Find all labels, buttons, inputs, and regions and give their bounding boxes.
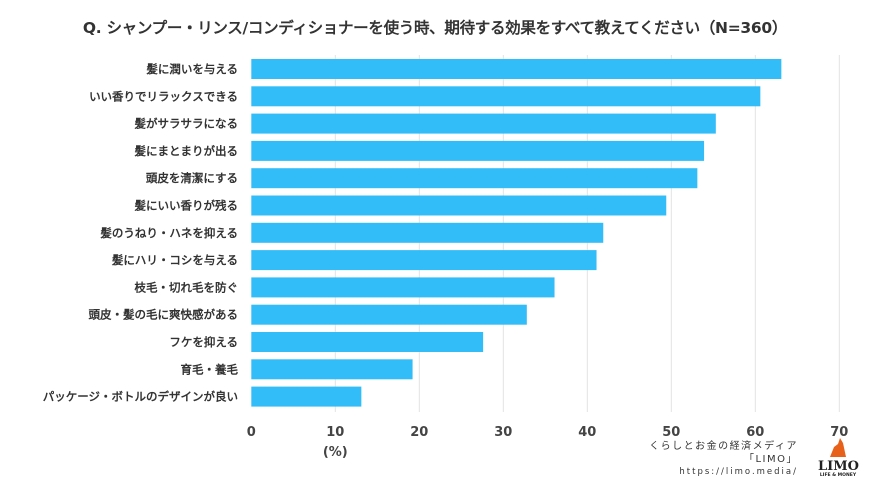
category-label: 髪に潤いを与える (145, 62, 238, 76)
bar (251, 168, 698, 189)
bar (251, 250, 597, 271)
bar (251, 86, 761, 107)
category-label: 頭皮を清潔にする (146, 171, 238, 185)
category-label: 髪にいい香りが残る (134, 199, 239, 213)
x-tick-label: 50 (662, 425, 680, 440)
bar (251, 332, 484, 352)
bar (251, 195, 667, 216)
credit-block: くらしとお金の経済メディア 「LIMO」 https://limo.media/ (649, 440, 798, 479)
x-tick-label: 40 (578, 425, 596, 440)
bar (251, 304, 527, 325)
x-tick-label: 10 (326, 425, 344, 440)
chart-title: Q. シャンプー・リンス/コンディショナーを使う時、期待する効果をすべて教えてく… (82, 19, 788, 37)
bar (251, 59, 782, 79)
bar (251, 277, 555, 298)
fox-icon (830, 438, 846, 457)
category-label: 髪にまとまりが出る (134, 144, 239, 158)
category-label: 髪にハリ・コシを与える (111, 253, 238, 267)
x-axis-unit-label: (%) (323, 445, 348, 460)
credit-line1: くらしとお金の経済メディア (649, 441, 798, 452)
category-label: 育毛・養毛 (181, 362, 239, 376)
credit-line2: 「LIMO」 (743, 454, 798, 465)
category-label: 髪のうねり・ハネを抑える (99, 226, 238, 240)
x-tick-label: 60 (746, 425, 764, 440)
category-label: 枝毛・切れ毛を防ぐ (134, 280, 239, 294)
x-tick-label: 20 (410, 425, 428, 440)
logo-sub: LIFE & MONEY (819, 473, 857, 478)
x-tick-label: 0 (247, 425, 256, 440)
x-tick-label: 70 (830, 425, 848, 440)
category-label: いい香りでリラックスできる (89, 89, 238, 103)
bar (251, 113, 716, 134)
logo-word: LIMO (818, 459, 859, 474)
bar (251, 140, 705, 161)
limo-logo: LIMO LIFE & MONEY (818, 437, 859, 478)
category-label: パッケージ・ボトルのデザインが良い (43, 390, 238, 404)
x-tick-label: 30 (494, 425, 512, 440)
credit-url[interactable]: https://limo.media/ (679, 467, 798, 477)
category-label: フケを抑える (169, 335, 238, 349)
category-label: 髪がサラサラになる (134, 117, 239, 131)
bar (251, 359, 413, 380)
category-label: 頭皮・髪の毛に爽快感がある (89, 308, 239, 322)
bar (251, 222, 604, 243)
bar (251, 386, 362, 407)
